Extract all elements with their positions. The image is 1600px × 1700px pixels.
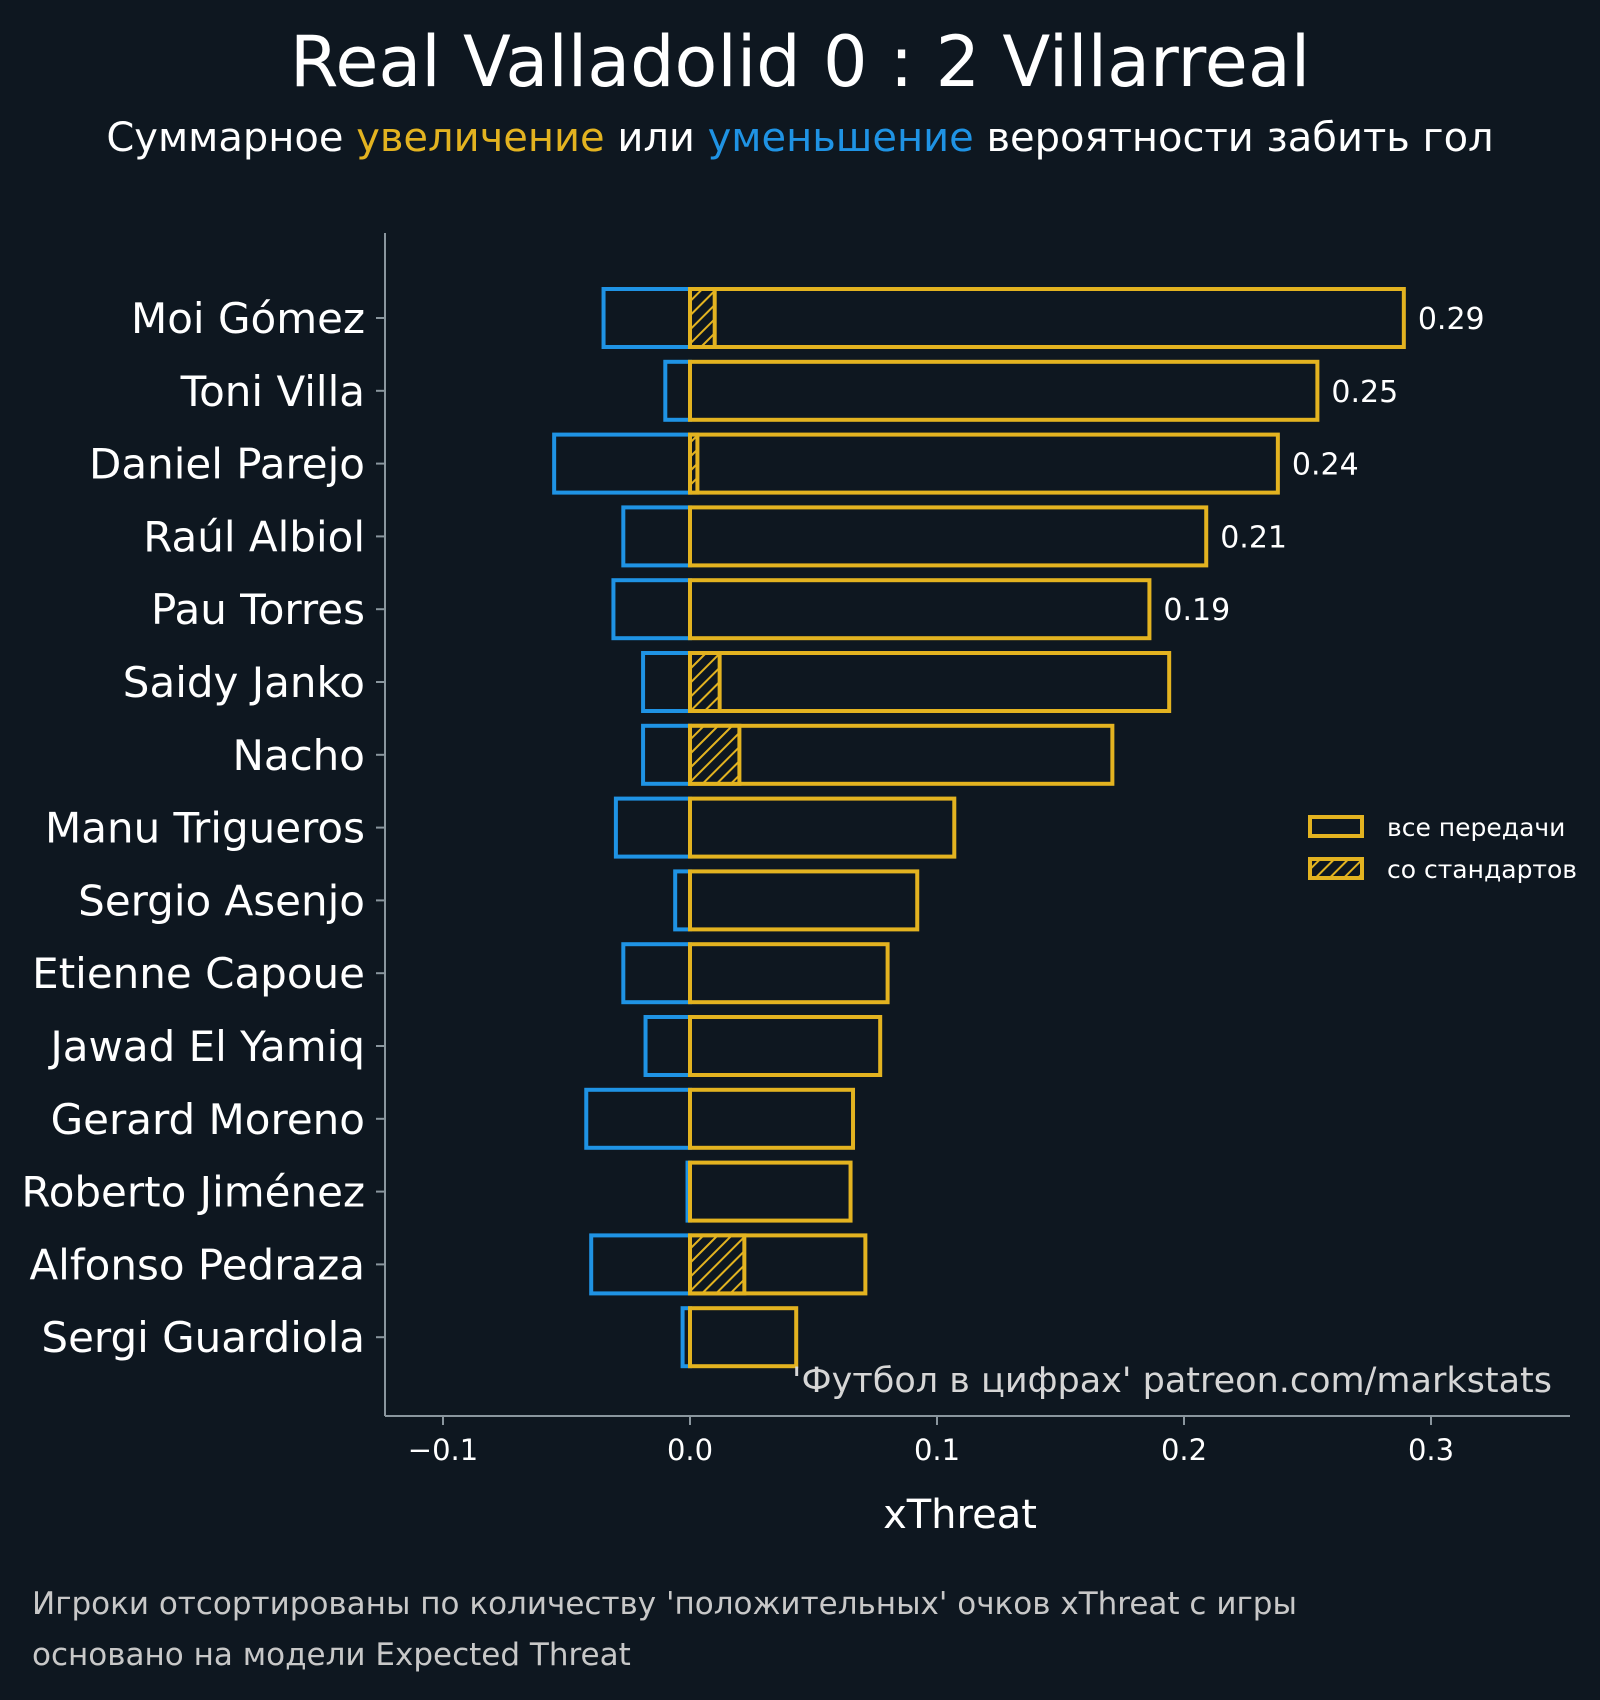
watermark: 'Футбол в цифрах' patreon.com/markstats: [792, 1361, 1552, 1401]
set-piece-bar: [688, 287, 717, 349]
player-label: Sergi Guardiola: [41, 1313, 365, 1362]
player-label: Manu Trigueros: [45, 804, 365, 853]
legend-label-all-passes: все передачи: [1387, 813, 1565, 842]
negative-bar: [673, 869, 692, 932]
set-piece-bar: [688, 432, 700, 495]
data-label: 0.25: [1331, 375, 1398, 410]
plot-area: −0.1 0.0 0.1 0.2 0.3 Moi Gómez 0.29 Toni Villa 0…: [21, 233, 1570, 1467]
subtitle-decrease: уменьшение: [708, 115, 974, 161]
x-tick-label: 0.1: [914, 1433, 960, 1467]
subtitle-increase: увеличение: [356, 115, 604, 161]
positive-bar: [688, 1306, 799, 1369]
negative-bar: [552, 432, 693, 495]
x-tick-label: 0.3: [1408, 1433, 1454, 1467]
data-label: 0.24: [1292, 448, 1359, 483]
legend-label-set-pieces: со стандартов: [1387, 855, 1577, 884]
footnote-line-2: основано на модели Expected Threat: [32, 1637, 631, 1673]
player-label: Raúl Albiol: [143, 512, 365, 561]
subtitle-middle: или: [605, 115, 708, 161]
positive-bar: [688, 359, 1320, 422]
negative-bar: [643, 1015, 692, 1077]
negative-bar: [641, 723, 693, 786]
legend-swatch-all-passes: [1308, 815, 1364, 838]
player-label: Daniel Parejo: [89, 440, 365, 489]
negative-bar: [613, 796, 693, 859]
positive-bar: [688, 796, 957, 859]
negative-bar: [584, 1087, 693, 1150]
set-piece-bar: [688, 723, 742, 786]
player-label: Gerard Moreno: [51, 1095, 365, 1144]
set-piece-bar: [688, 651, 722, 713]
set-piece-bar: [688, 1233, 747, 1296]
positive-bar: [688, 505, 1209, 568]
x-tick-label: 0.0: [667, 1433, 713, 1467]
player-label: Sergio Asenjo: [78, 876, 365, 925]
data-label: 0.29: [1418, 302, 1485, 337]
data-label: 0.19: [1163, 593, 1230, 628]
negative-bar: [663, 359, 692, 422]
player-label: Jawad El Yamiq: [47, 1022, 365, 1071]
positive-bar: [688, 869, 920, 932]
footnote-line-1: Игроки отсортированы по количеству 'поло…: [32, 1586, 1297, 1622]
chart-subtitle: Суммарное увеличение или уменьшение веро…: [106, 115, 1493, 161]
chart-title: Real Valladolid 0 : 2 Villarreal: [290, 21, 1310, 103]
x-tick-label: 0.2: [1161, 1433, 1207, 1467]
negative-bar: [641, 651, 693, 713]
player-label: Saidy Janko: [123, 658, 365, 707]
positive-bar: [688, 942, 890, 1005]
player-label: Toni Villa: [180, 367, 365, 416]
player-label: Etienne Capoue: [32, 949, 365, 998]
player-label: Nacho: [232, 731, 365, 780]
subtitle-prefix: Суммарное: [106, 115, 356, 161]
player-label: Roberto Jiménez: [21, 1168, 365, 1217]
positive-bar: [688, 1087, 856, 1150]
positive-bar: [688, 287, 1406, 349]
player-label: Moi Gómez: [131, 294, 365, 343]
positive-bar: [688, 578, 1152, 641]
negative-bar: [611, 578, 692, 641]
negative-bar: [589, 1233, 693, 1296]
data-label: 0.21: [1220, 520, 1287, 555]
positive-bar: [688, 1015, 883, 1077]
positive-bar: [688, 651, 1172, 713]
x-tick-label: −0.1: [408, 1433, 478, 1467]
player-label: Alfonso Pedraza: [29, 1240, 365, 1289]
negative-bar: [601, 287, 692, 349]
negative-bar: [621, 942, 692, 1005]
legend: все передачи со стандартов: [1308, 813, 1577, 884]
positive-bar: [688, 1160, 853, 1223]
x-axis-label: xThreat: [883, 1492, 1037, 1538]
player-label: Pau Torres: [151, 585, 365, 634]
legend-swatch-set-pieces: [1308, 857, 1364, 880]
positive-bar: [688, 723, 1115, 786]
subtitle-suffix: вероятности забить гол: [974, 115, 1494, 161]
positive-bar: [688, 432, 1280, 495]
negative-bar: [621, 505, 692, 568]
